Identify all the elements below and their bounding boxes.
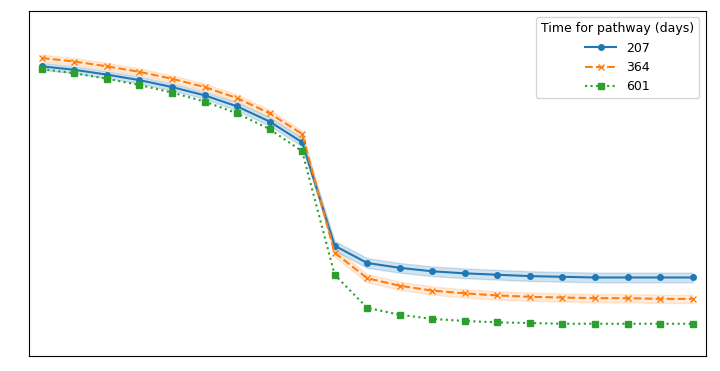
- Line: 364: 364: [38, 55, 696, 302]
- 207: [135, 78, 144, 82]
- 207: [298, 140, 307, 144]
- 364: [590, 296, 599, 301]
- 207: [233, 104, 241, 109]
- 601: [526, 321, 534, 325]
- 364: [200, 85, 209, 89]
- 207: [493, 273, 502, 277]
- 601: [395, 312, 404, 317]
- 207: [624, 275, 632, 280]
- 601: [200, 99, 209, 104]
- 601: [168, 90, 176, 95]
- 364: [656, 297, 665, 301]
- Legend: 207, 364, 601: 207, 364, 601: [536, 17, 699, 98]
- 364: [37, 56, 46, 60]
- 207: [102, 72, 111, 77]
- 601: [590, 322, 599, 326]
- 207: [37, 64, 46, 69]
- 364: [70, 59, 78, 64]
- 601: [37, 67, 46, 71]
- 207: [590, 275, 599, 280]
- 601: [330, 273, 339, 277]
- 364: [428, 288, 436, 293]
- 207: [330, 243, 339, 248]
- 364: [624, 296, 632, 301]
- 601: [493, 320, 502, 325]
- 207: [656, 275, 665, 280]
- 601: [688, 322, 697, 326]
- 364: [298, 132, 307, 136]
- 601: [624, 322, 632, 326]
- 207: [363, 261, 372, 265]
- 207: [461, 271, 469, 276]
- 364: [461, 291, 469, 296]
- 601: [558, 322, 567, 326]
- 601: [233, 111, 241, 115]
- 207: [168, 85, 176, 89]
- 601: [102, 76, 111, 81]
- 207: [526, 274, 534, 278]
- 364: [135, 70, 144, 74]
- 364: [265, 111, 274, 115]
- Line: 207: 207: [39, 63, 696, 280]
- 207: [70, 68, 78, 72]
- 207: [200, 93, 209, 98]
- 207: [428, 269, 436, 273]
- 364: [395, 283, 404, 288]
- 364: [526, 295, 534, 299]
- 207: [395, 266, 404, 270]
- 364: [168, 76, 176, 81]
- 364: [330, 250, 339, 255]
- 601: [428, 317, 436, 321]
- 601: [265, 127, 274, 131]
- 601: [461, 319, 469, 323]
- 207: [558, 275, 567, 279]
- 207: [688, 275, 697, 280]
- 601: [363, 306, 372, 310]
- 364: [102, 64, 111, 69]
- 364: [233, 96, 241, 100]
- 207: [265, 119, 274, 124]
- 601: [298, 149, 307, 154]
- Line: 601: 601: [39, 66, 696, 326]
- 601: [70, 71, 78, 75]
- 601: [656, 322, 665, 326]
- 364: [493, 293, 502, 298]
- 364: [688, 297, 697, 301]
- 364: [558, 295, 567, 300]
- 364: [363, 276, 372, 280]
- 601: [135, 83, 144, 87]
